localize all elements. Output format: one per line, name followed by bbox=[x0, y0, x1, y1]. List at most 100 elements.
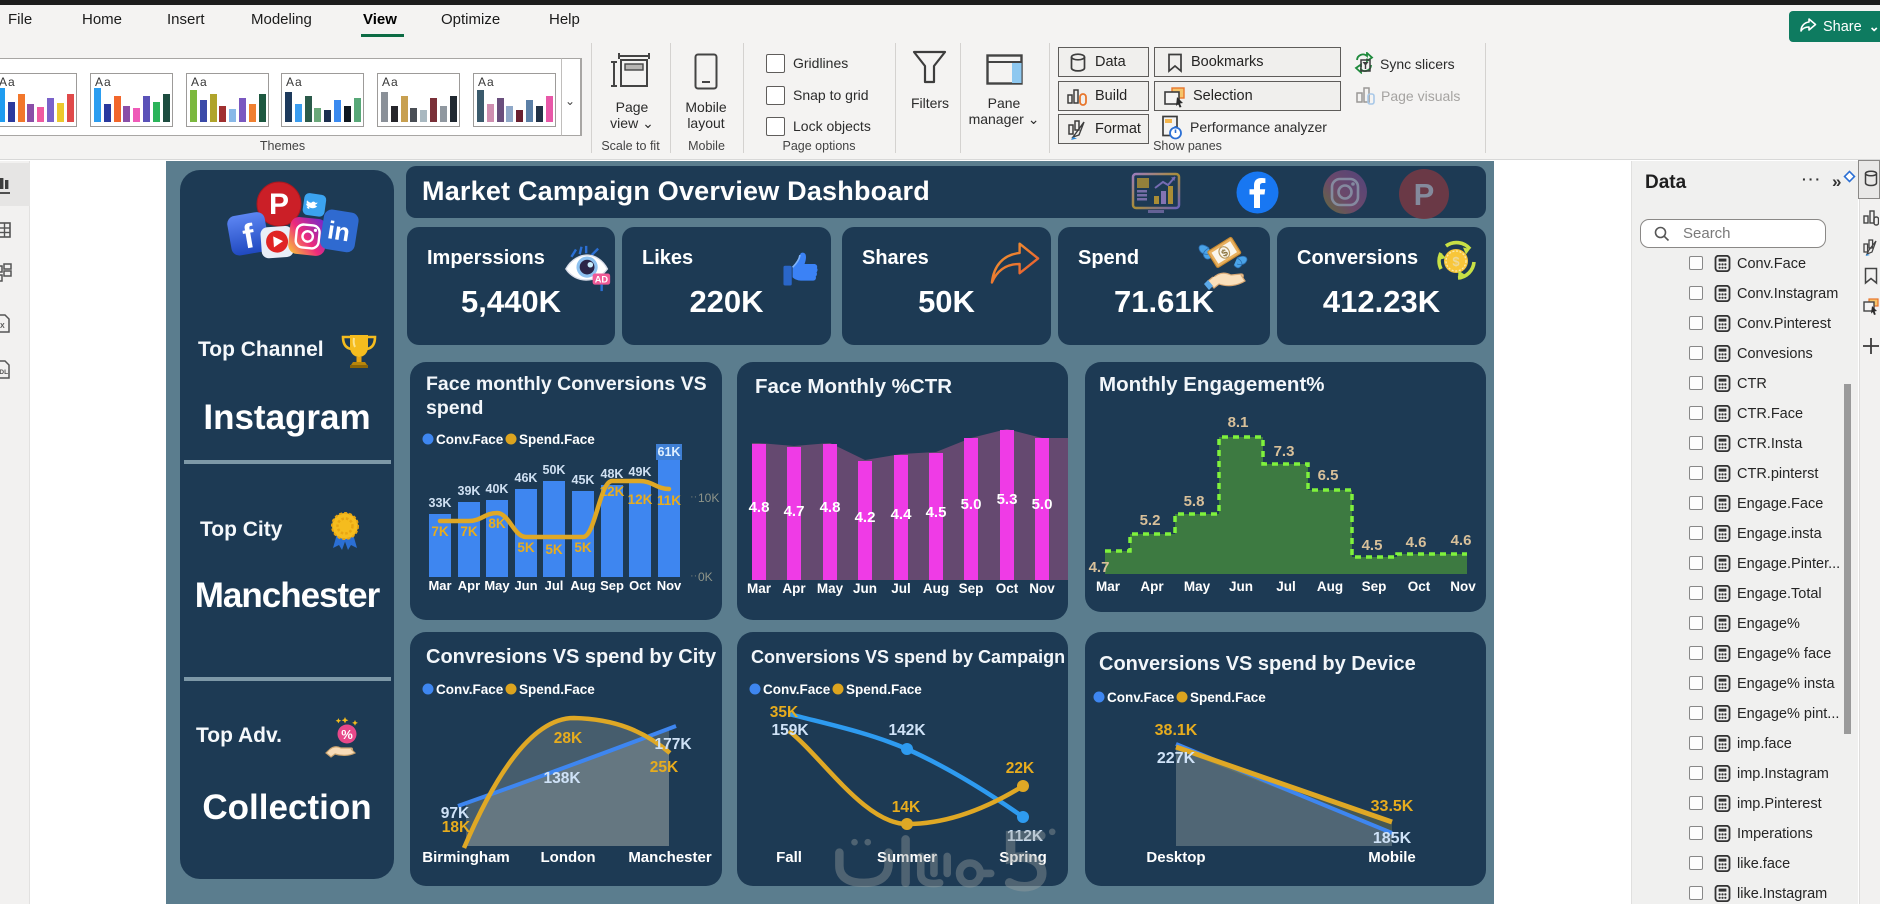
svg-text:12K: 12K bbox=[600, 484, 625, 499]
svg-text:Jun: Jun bbox=[1229, 579, 1253, 594]
svg-text:22K: 22K bbox=[1006, 760, 1035, 777]
svg-text:7.3: 7.3 bbox=[1274, 443, 1295, 460]
svg-text:18K: 18K bbox=[442, 819, 471, 836]
svg-text:112K: 112K bbox=[1007, 828, 1044, 845]
svg-text:10K: 10K bbox=[698, 491, 719, 505]
svg-text:Aug: Aug bbox=[1317, 579, 1343, 594]
svg-text:Conversions VS spend by Device: Conversions VS spend by Device bbox=[1099, 653, 1416, 675]
svg-text:142K: 142K bbox=[888, 722, 926, 739]
svg-text:May: May bbox=[1184, 579, 1211, 594]
svg-text:159K: 159K bbox=[771, 722, 809, 739]
svg-text:··: ·· bbox=[690, 491, 697, 503]
svg-text:7K: 7K bbox=[431, 524, 449, 539]
svg-text:5K: 5K bbox=[574, 540, 592, 555]
svg-text:Manchester: Manchester bbox=[628, 849, 712, 866]
svg-text:12K: 12K bbox=[628, 492, 653, 507]
svg-text:London: London bbox=[541, 849, 596, 866]
svg-text:14K: 14K bbox=[892, 799, 921, 816]
svg-text:Oct: Oct bbox=[1408, 579, 1431, 594]
svg-text:4.2: 4.2 bbox=[855, 509, 876, 526]
svg-text:4.6: 4.6 bbox=[1451, 532, 1472, 549]
svg-text:28K: 28K bbox=[554, 730, 583, 747]
svg-text:138K: 138K bbox=[543, 770, 581, 787]
svg-text:Nov: Nov bbox=[1450, 579, 1476, 594]
svg-text:4.5: 4.5 bbox=[926, 504, 947, 521]
svg-text:Spend.Face: Spend.Face bbox=[846, 682, 922, 697]
svg-text:Mar: Mar bbox=[747, 581, 772, 596]
svg-text:Conv.Face: Conv.Face bbox=[436, 682, 504, 697]
svg-text:35K: 35K bbox=[770, 704, 799, 721]
svg-text:Mar: Mar bbox=[1096, 579, 1121, 594]
svg-text:Oct: Oct bbox=[996, 581, 1019, 596]
svg-text:Sep: Sep bbox=[1362, 579, 1387, 594]
svg-text:5K: 5K bbox=[517, 540, 535, 555]
svg-text:39K: 39K bbox=[458, 484, 481, 498]
svg-text:4.8: 4.8 bbox=[749, 499, 770, 516]
svg-text:Birmingham: Birmingham bbox=[422, 849, 510, 866]
svg-text:Desktop: Desktop bbox=[1146, 849, 1205, 866]
svg-text:49K: 49K bbox=[629, 465, 652, 479]
svg-text:%: % bbox=[341, 727, 353, 742]
svg-text:Conversions VS spend by Campai: Conversions VS spend by Campaign bbox=[751, 647, 1065, 667]
svg-text:Nov: Nov bbox=[657, 578, 682, 593]
svg-text:Spring: Spring bbox=[999, 849, 1047, 866]
svg-text:6.5: 6.5 bbox=[1318, 467, 1339, 484]
svg-text:Jun: Jun bbox=[514, 578, 537, 593]
svg-text:Jul: Jul bbox=[545, 578, 564, 593]
svg-text:Spend.Face: Spend.Face bbox=[519, 682, 595, 697]
svg-text:5.3: 5.3 bbox=[997, 491, 1018, 508]
svg-text:5.0: 5.0 bbox=[1032, 496, 1053, 513]
svg-text:33.5K: 33.5K bbox=[1371, 798, 1414, 815]
svg-text:50K: 50K bbox=[543, 463, 566, 477]
svg-text:Conv.Face: Conv.Face bbox=[763, 682, 831, 697]
svg-text:4.4: 4.4 bbox=[891, 506, 913, 523]
svg-text:0K: 0K bbox=[698, 570, 713, 584]
svg-text:MDL: MDL bbox=[0, 369, 8, 376]
svg-text:AX: AX bbox=[0, 323, 5, 330]
svg-text:Aug: Aug bbox=[570, 578, 595, 593]
svg-text:185K: 185K bbox=[1373, 830, 1412, 847]
svg-text:Spend.Face: Spend.Face bbox=[519, 432, 595, 447]
svg-text:8.1: 8.1 bbox=[1228, 414, 1249, 431]
svg-text:5.0: 5.0 bbox=[961, 496, 982, 513]
svg-text:25K: 25K bbox=[650, 759, 679, 776]
svg-text:Conv.Face: Conv.Face bbox=[436, 432, 504, 447]
svg-text:7K: 7K bbox=[460, 524, 478, 539]
svg-text:P: P bbox=[1414, 177, 1435, 212]
svg-text:177K: 177K bbox=[654, 736, 692, 753]
svg-text:Apr: Apr bbox=[1140, 579, 1164, 594]
svg-text:61K: 61K bbox=[658, 445, 681, 459]
svg-text:38.1K: 38.1K bbox=[1155, 722, 1198, 739]
svg-text:Jul: Jul bbox=[891, 581, 911, 596]
svg-text:Sep: Sep bbox=[959, 581, 984, 596]
svg-text:48K: 48K bbox=[601, 467, 624, 481]
svg-text:4.7: 4.7 bbox=[784, 503, 805, 520]
svg-text:4.6: 4.6 bbox=[1406, 534, 1427, 551]
svg-text:Apr: Apr bbox=[458, 578, 480, 593]
svg-text:Mar: Mar bbox=[428, 578, 451, 593]
svg-text:40K: 40K bbox=[486, 482, 509, 496]
svg-text:Summer: Summer bbox=[877, 849, 937, 866]
svg-text:4.7: 4.7 bbox=[1089, 559, 1110, 576]
svg-text:Nov: Nov bbox=[1029, 581, 1055, 596]
svg-text:33K: 33K bbox=[429, 496, 452, 510]
svg-text:Jul: Jul bbox=[1276, 579, 1296, 594]
svg-text:May: May bbox=[484, 578, 510, 593]
svg-text:May: May bbox=[817, 581, 844, 596]
svg-text:5K: 5K bbox=[545, 542, 563, 557]
svg-text:4.5: 4.5 bbox=[1362, 537, 1383, 554]
svg-text:in: in bbox=[326, 216, 352, 247]
svg-text:45K: 45K bbox=[572, 473, 595, 487]
svg-text:Fall: Fall bbox=[776, 849, 802, 866]
svg-text:Aug: Aug bbox=[923, 581, 949, 596]
svg-text:Face monthly Conversions VS: Face monthly Conversions VS bbox=[426, 373, 707, 395]
svg-text:5.2: 5.2 bbox=[1140, 512, 1161, 529]
svg-text:11K: 11K bbox=[657, 493, 681, 508]
svg-text:227K: 227K bbox=[1157, 750, 1196, 767]
svg-text:46K: 46K bbox=[515, 471, 538, 485]
svg-text:Monthly Engagement%: Monthly Engagement% bbox=[1099, 373, 1325, 396]
svg-text:Jun: Jun bbox=[853, 581, 877, 596]
svg-text:97K: 97K bbox=[441, 805, 470, 822]
svg-text:Mobile: Mobile bbox=[1368, 849, 1416, 866]
svg-text:$: $ bbox=[1452, 254, 1460, 269]
